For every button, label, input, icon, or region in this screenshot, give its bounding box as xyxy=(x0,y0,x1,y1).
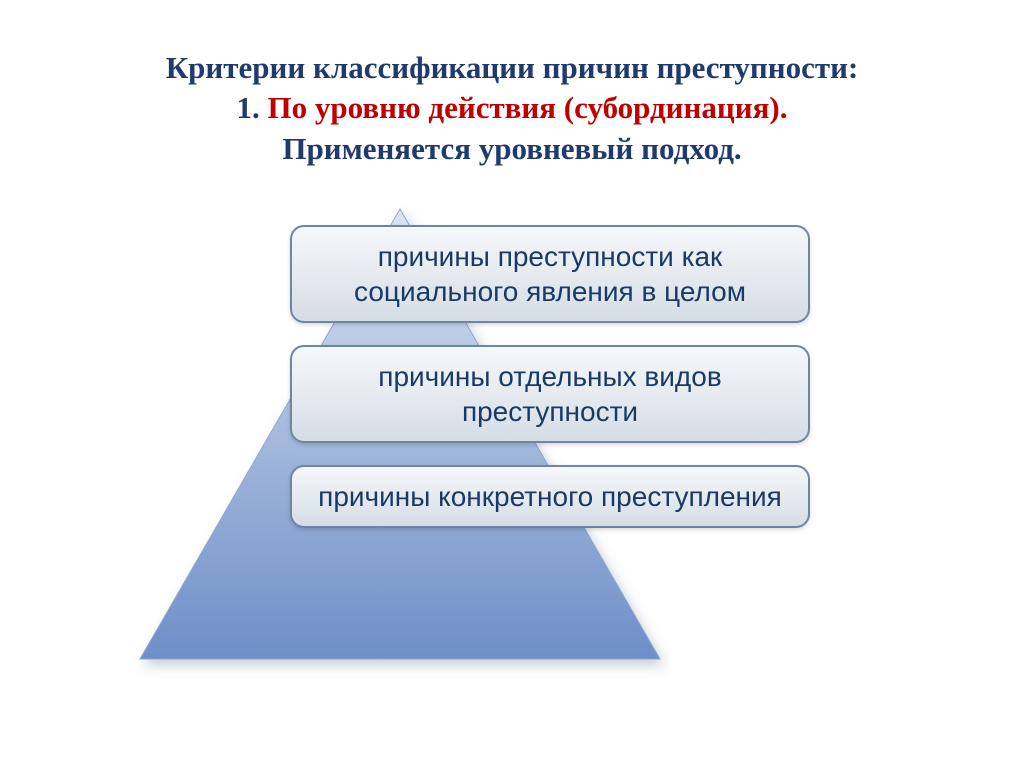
title-line-2-accent: По уровню действия (субординация). xyxy=(268,90,788,125)
level-boxes: причины преступности как социального явл… xyxy=(290,225,810,528)
pyramid-diagram: причины преступности как социального явл… xyxy=(0,199,1024,719)
title-line-2: 1. По уровню действия (субординация). xyxy=(60,88,964,128)
title-line-1: Критерии классификации причин преступнос… xyxy=(60,48,964,88)
slide-title: Критерии классификации причин преступнос… xyxy=(0,0,1024,169)
title-line-2-prefix: 1. xyxy=(237,90,268,125)
title-line-3: Применяется уровневый подход. xyxy=(60,129,964,169)
level-box-2: причины отдельных видов преступности xyxy=(290,345,810,443)
level-box-1: причины преступности как социального явл… xyxy=(290,225,810,323)
level-box-3: причины конкретного преступления xyxy=(290,465,810,528)
